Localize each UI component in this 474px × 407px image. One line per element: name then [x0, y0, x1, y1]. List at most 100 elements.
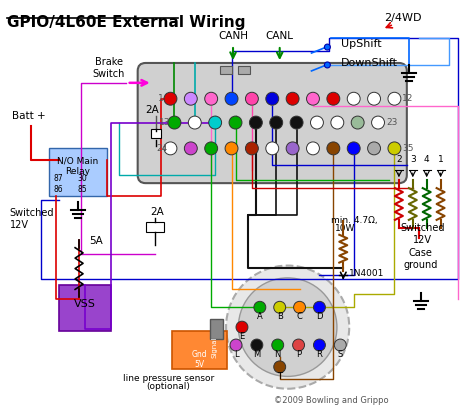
Circle shape: [327, 142, 340, 155]
Text: R: R: [317, 350, 322, 359]
Text: 87: 87: [53, 174, 63, 183]
Text: N/O Main
Relay: N/O Main Relay: [57, 156, 99, 176]
Circle shape: [246, 142, 258, 155]
Text: M: M: [253, 350, 261, 359]
Bar: [146, 222, 164, 232]
Circle shape: [313, 301, 325, 313]
Bar: [49, 149, 107, 196]
Text: 24: 24: [156, 144, 168, 153]
Text: 2: 2: [396, 155, 401, 164]
Text: 30: 30: [77, 174, 87, 183]
Circle shape: [388, 142, 401, 155]
Text: 2A: 2A: [151, 207, 164, 217]
Circle shape: [347, 142, 360, 155]
Text: Batt +: Batt +: [11, 111, 45, 120]
Circle shape: [230, 339, 242, 351]
Circle shape: [205, 142, 218, 155]
Bar: [151, 129, 161, 138]
Text: Case
ground: Case ground: [403, 248, 438, 269]
Text: B: B: [277, 312, 283, 321]
Text: line pressure sensor: line pressure sensor: [123, 374, 214, 383]
Circle shape: [307, 92, 319, 105]
Circle shape: [251, 339, 263, 351]
Bar: [238, 66, 250, 74]
Circle shape: [229, 116, 242, 129]
Circle shape: [307, 142, 319, 155]
Circle shape: [286, 92, 299, 105]
Text: Gnd: Gnd: [191, 350, 207, 359]
Text: P: P: [296, 350, 301, 359]
Circle shape: [184, 92, 197, 105]
Circle shape: [188, 116, 201, 129]
Circle shape: [368, 142, 381, 155]
Circle shape: [327, 92, 340, 105]
Circle shape: [246, 92, 258, 105]
Text: 5V: 5V: [194, 360, 204, 369]
Circle shape: [225, 92, 238, 105]
Circle shape: [209, 116, 222, 129]
Circle shape: [290, 116, 303, 129]
Circle shape: [372, 116, 384, 129]
Text: GPIO/4L60E External Wiring: GPIO/4L60E External Wiring: [7, 15, 245, 30]
Bar: [210, 319, 223, 339]
Circle shape: [388, 92, 401, 105]
Text: 86: 86: [53, 185, 63, 194]
Circle shape: [236, 321, 248, 333]
Circle shape: [225, 142, 238, 155]
Text: 23: 23: [386, 118, 397, 127]
Circle shape: [164, 142, 177, 155]
Circle shape: [164, 92, 177, 105]
Circle shape: [313, 339, 325, 351]
Text: 2/4WD: 2/4WD: [384, 13, 421, 23]
Text: 1: 1: [157, 94, 164, 103]
Text: DownShift: DownShift: [341, 58, 398, 68]
Circle shape: [168, 116, 181, 129]
Text: VSS: VSS: [74, 299, 96, 309]
Circle shape: [334, 339, 346, 351]
Circle shape: [249, 116, 262, 129]
Text: 12: 12: [402, 94, 414, 103]
Bar: [173, 331, 227, 369]
Text: 35: 35: [402, 144, 414, 153]
Circle shape: [238, 278, 337, 376]
Text: A: A: [257, 312, 263, 321]
Circle shape: [266, 142, 279, 155]
Circle shape: [292, 339, 304, 351]
Circle shape: [286, 142, 299, 155]
Text: T: T: [277, 372, 282, 381]
Circle shape: [270, 116, 283, 129]
Bar: [59, 285, 111, 331]
Text: D: D: [316, 312, 323, 321]
Text: ©2009 Bowling and Grippo: ©2009 Bowling and Grippo: [274, 396, 389, 405]
Text: N: N: [274, 350, 281, 359]
Circle shape: [310, 116, 323, 129]
Text: S: S: [337, 350, 343, 359]
Circle shape: [266, 92, 279, 105]
Text: 5A: 5A: [89, 236, 103, 246]
Text: 10W: 10W: [335, 224, 356, 233]
Text: min. 4.7Ω,: min. 4.7Ω,: [331, 216, 378, 225]
Text: 13: 13: [158, 118, 170, 127]
Circle shape: [351, 116, 364, 129]
Circle shape: [324, 44, 330, 50]
Text: Signal: Signal: [211, 337, 217, 358]
Circle shape: [274, 361, 286, 373]
Text: 1N4001: 1N4001: [349, 269, 384, 278]
Circle shape: [184, 142, 197, 155]
Text: 1: 1: [438, 155, 444, 164]
FancyBboxPatch shape: [137, 63, 407, 183]
Circle shape: [254, 301, 266, 313]
Text: 4: 4: [424, 155, 429, 164]
Circle shape: [226, 266, 349, 389]
Bar: [220, 66, 232, 74]
Text: 3: 3: [410, 155, 416, 164]
Text: UpShift: UpShift: [341, 39, 382, 49]
Text: 2A: 2A: [146, 105, 159, 115]
Circle shape: [293, 301, 306, 313]
Text: L: L: [234, 350, 238, 359]
Text: (optional): (optional): [146, 382, 191, 391]
Text: CANL: CANL: [266, 31, 294, 41]
Circle shape: [272, 339, 283, 351]
Circle shape: [324, 62, 330, 68]
Text: Brake
Switch: Brake Switch: [93, 57, 125, 79]
